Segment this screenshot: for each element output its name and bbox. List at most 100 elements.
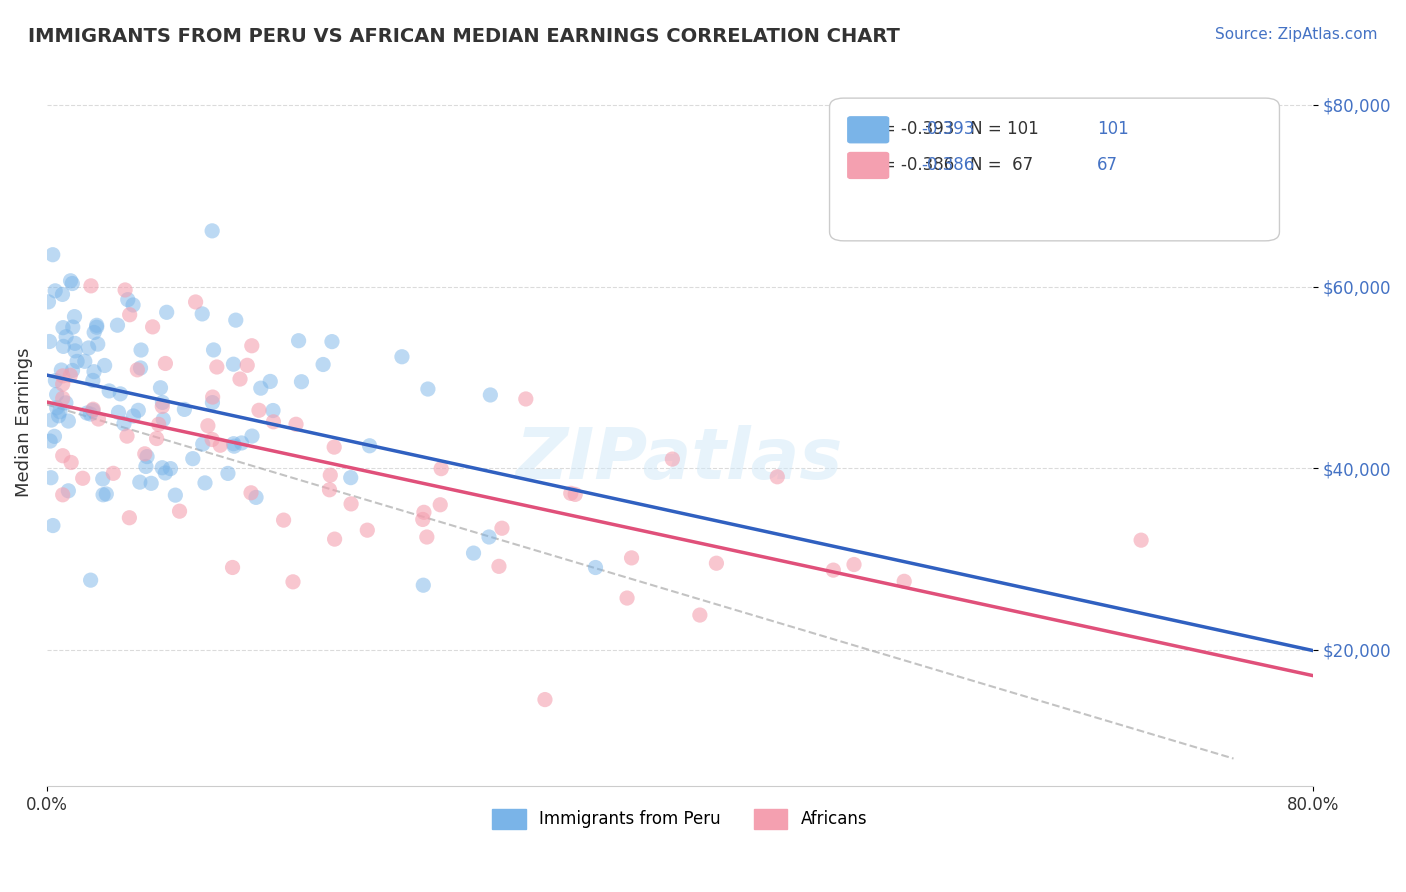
Immigrants from Peru xyxy=(38,334,60,349)
Africans xyxy=(169,504,191,518)
Africans xyxy=(148,417,170,432)
Text: 67: 67 xyxy=(1097,156,1118,174)
Immigrants from Peru xyxy=(39,471,62,485)
Africans xyxy=(52,449,75,463)
Immigrants from Peru xyxy=(62,320,84,334)
Immigrants from Peru xyxy=(312,358,335,372)
Immigrants from Peru xyxy=(110,387,132,401)
Africans xyxy=(52,368,75,383)
Africans xyxy=(323,532,346,546)
Immigrants from Peru xyxy=(128,475,150,490)
Africans xyxy=(205,359,228,374)
Africans xyxy=(488,559,510,574)
Immigrants from Peru xyxy=(60,277,83,291)
Africans xyxy=(842,558,865,572)
Immigrants from Peru xyxy=(585,560,607,574)
Immigrants from Peru xyxy=(259,375,281,389)
Immigrants from Peru xyxy=(129,361,152,376)
Immigrants from Peru xyxy=(290,375,312,389)
Africans xyxy=(413,505,436,519)
Immigrants from Peru xyxy=(129,343,152,357)
Immigrants from Peru xyxy=(225,313,247,327)
Text: IMMIGRANTS FROM PERU VS AFRICAN MEDIAN EARNINGS CORRELATION CHART: IMMIGRANTS FROM PERU VS AFRICAN MEDIAN E… xyxy=(28,27,900,45)
Africans xyxy=(87,412,110,426)
Immigrants from Peru xyxy=(86,320,108,334)
Immigrants from Peru xyxy=(93,359,115,373)
Immigrants from Peru xyxy=(287,334,309,348)
Immigrants from Peru xyxy=(245,491,267,505)
Immigrants from Peru xyxy=(165,488,187,502)
Immigrants from Peru xyxy=(86,318,108,333)
Africans xyxy=(127,363,149,377)
Text: 101: 101 xyxy=(1097,120,1129,138)
Africans xyxy=(281,574,304,589)
Immigrants from Peru xyxy=(181,451,204,466)
Immigrants from Peru xyxy=(156,305,179,319)
Immigrants from Peru xyxy=(478,530,501,544)
Africans xyxy=(80,278,103,293)
Immigrants from Peru xyxy=(51,287,73,301)
Africans xyxy=(155,356,177,370)
Immigrants from Peru xyxy=(152,395,174,409)
Africans xyxy=(60,455,83,469)
Immigrants from Peru xyxy=(359,439,381,453)
Immigrants from Peru xyxy=(66,354,89,368)
Immigrants from Peru xyxy=(222,436,245,450)
Africans xyxy=(236,359,259,373)
Immigrants from Peru xyxy=(159,461,181,475)
Immigrants from Peru xyxy=(82,403,104,417)
Y-axis label: Median Earnings: Median Earnings xyxy=(15,348,32,498)
Immigrants from Peru xyxy=(224,439,246,453)
Africans xyxy=(150,400,173,414)
Immigrants from Peru xyxy=(77,341,100,355)
Immigrants from Peru xyxy=(112,417,135,431)
Immigrants from Peru xyxy=(48,409,70,423)
Immigrants from Peru xyxy=(76,406,98,420)
Immigrants from Peru xyxy=(73,354,96,368)
Africans xyxy=(318,483,340,497)
Immigrants from Peru xyxy=(83,365,105,379)
Africans xyxy=(706,556,728,570)
Immigrants from Peru xyxy=(91,472,114,486)
Immigrants from Peru xyxy=(39,434,62,448)
Africans xyxy=(429,498,451,512)
Immigrants from Peru xyxy=(82,373,104,387)
Immigrants from Peru xyxy=(44,374,66,388)
Africans xyxy=(52,392,75,406)
Immigrants from Peru xyxy=(117,293,139,307)
Immigrants from Peru xyxy=(136,450,159,464)
Africans xyxy=(52,488,75,502)
Africans xyxy=(893,574,915,589)
Immigrants from Peru xyxy=(191,437,214,451)
Africans xyxy=(564,487,586,501)
Africans xyxy=(560,486,582,500)
Africans xyxy=(240,485,263,500)
Immigrants from Peru xyxy=(231,436,253,450)
Africans xyxy=(145,432,167,446)
Legend: Immigrants from Peru, Africans: Immigrants from Peru, Africans xyxy=(485,802,875,836)
Africans xyxy=(197,418,219,433)
Immigrants from Peru xyxy=(45,401,67,415)
Africans xyxy=(323,440,346,454)
Africans xyxy=(209,438,232,452)
Immigrants from Peru xyxy=(412,578,434,592)
Africans xyxy=(356,523,378,537)
Immigrants from Peru xyxy=(416,382,439,396)
Immigrants from Peru xyxy=(339,470,361,484)
Immigrants from Peru xyxy=(39,413,62,427)
Immigrants from Peru xyxy=(55,396,77,410)
Immigrants from Peru xyxy=(201,395,224,409)
Africans xyxy=(221,560,243,574)
Immigrants from Peru xyxy=(321,334,343,349)
Immigrants from Peru xyxy=(63,336,86,351)
Africans xyxy=(661,452,683,467)
Immigrants from Peru xyxy=(59,274,82,288)
Immigrants from Peru xyxy=(173,402,195,417)
Africans xyxy=(1130,533,1153,548)
Africans xyxy=(103,467,125,481)
Africans xyxy=(184,295,207,310)
Africans xyxy=(201,433,224,447)
Immigrants from Peru xyxy=(222,357,245,371)
Immigrants from Peru xyxy=(155,466,177,480)
Immigrants from Peru xyxy=(217,467,239,481)
